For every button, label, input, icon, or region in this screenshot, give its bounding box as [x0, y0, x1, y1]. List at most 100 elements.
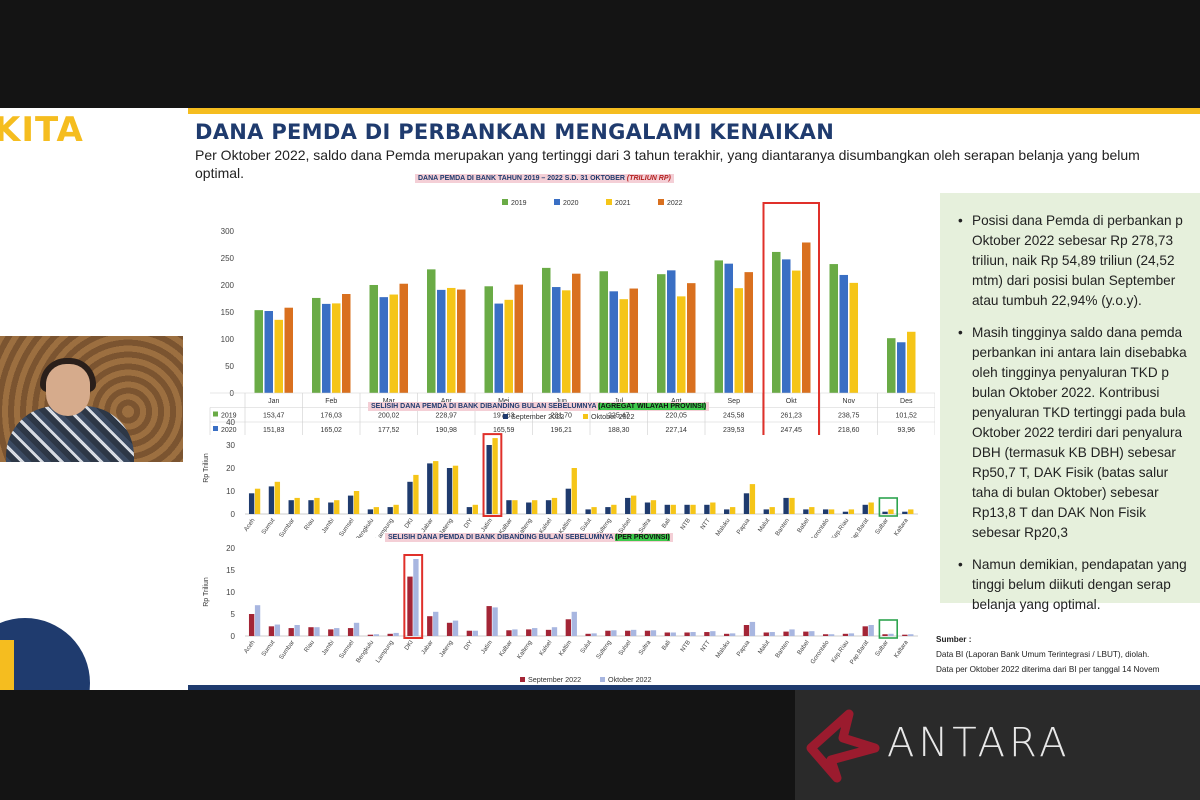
chart3-ytick-5: 5 — [231, 610, 236, 619]
chart3-bar-Bali-1 — [670, 632, 676, 636]
chart1-bar-Okt-2022 — [802, 242, 811, 393]
chart2-bar-Bengkulu-0 — [367, 509, 374, 514]
chart3-bar-Bengkulu-1 — [373, 634, 379, 636]
chart2-bar-Sulbar-1 — [888, 509, 894, 514]
chart3-ytick-0: 0 — [231, 632, 236, 641]
chart1-value-Jan-2020: 151,83 — [263, 427, 285, 434]
chart2-bar-Sulut-1 — [591, 507, 597, 514]
chart1-bar-Jun-2022 — [572, 273, 581, 393]
chart2-bar-Kalteng-1 — [532, 500, 538, 514]
chart3-bar-Malut-1 — [769, 632, 775, 636]
chart2-bar-Kaltara-0 — [902, 511, 908, 514]
chart3-bar-Aceh-0 — [248, 614, 255, 636]
chart1-bar-Des-2021 — [907, 331, 916, 393]
chart3-bar-Kalsel-1 — [551, 627, 558, 636]
chart1-legend-label-2020: 2020 — [563, 200, 579, 207]
chart3-category-Maluku: Maluku — [714, 639, 731, 660]
chart1-category-Nov: Nov — [843, 398, 856, 405]
info-box: Posisi dana Pemda di perbankan p Oktober… — [940, 193, 1200, 612]
chart3-category-Malut: Malut — [757, 639, 772, 656]
chart2-category-NTT: NTT — [699, 517, 712, 531]
chart1-title: DANA PEMDA DI BANK TAHUN 2019 – 2022 S.D… — [415, 174, 674, 183]
chart1-bar-Mar-2019 — [369, 284, 378, 393]
chart2-category-Aceh: Aceh — [243, 517, 257, 533]
chart1-bar-Okt-2020 — [782, 259, 791, 393]
chart1-category-Okt: Okt — [786, 398, 797, 405]
chart2-bar-Jambi-0 — [328, 502, 334, 514]
chart2-bar-Papua-0 — [743, 493, 750, 514]
slide-subtitle: Per Oktober 2022, saldo dana Pemda merup… — [195, 147, 1140, 181]
chart3-bar-Malut-0 — [763, 632, 769, 636]
chart3-bar-Kaltim-0 — [565, 619, 572, 636]
chart2-category-Bali: Bali — [661, 517, 673, 529]
chart2-bar-NTB-1 — [690, 504, 696, 514]
chart2-bar-Riau-1 — [314, 497, 320, 514]
chart1-bar-Agt-2019 — [657, 274, 666, 393]
chart3-bar-Kalbar-1 — [512, 629, 518, 636]
chart3-bar-Bengkulu-0 — [367, 634, 374, 636]
chart2-bar-Sulsel-0 — [625, 497, 631, 514]
chart2-ytick-10: 10 — [226, 487, 235, 496]
chart1-table-swatch-2020 — [213, 426, 218, 431]
corner-logo-accent — [0, 640, 14, 690]
chart1-ytick-250: 250 — [221, 254, 235, 263]
chart2-category-Jambi: Jambi — [321, 517, 336, 535]
chart3-bar-Kalsel-0 — [545, 629, 552, 636]
chart1-value-Nov-2020: 218,60 — [838, 427, 860, 434]
chart3-category-Jambi: Jambi — [321, 639, 336, 657]
chart2-ytick-30: 30 — [226, 441, 235, 450]
chart1-value-Jun-2020: 196,21 — [551, 427, 573, 434]
chart1-bar-Feb-2022 — [342, 294, 351, 393]
chart2-legend-swatch-1 — [583, 414, 588, 419]
chart2-bar-Jatim-0 — [486, 445, 492, 514]
chart3-bar-Riau-0 — [308, 627, 314, 636]
chart3-category-Sultra: Sultra — [637, 639, 652, 657]
chart3-bar-Gorontalo-0 — [822, 634, 829, 636]
chart3-bar-Maluku-0 — [724, 633, 730, 636]
chart2-bar-Riau-0 — [308, 500, 314, 514]
chart2-bar-Kalsel-1 — [551, 497, 558, 514]
chart3-bar-Kaltara-1 — [908, 634, 914, 636]
chart3-category-Kalteng: Kalteng — [516, 639, 534, 661]
chart1-category-Mar: Mar — [383, 398, 396, 405]
chart3-bar-Sultra-0 — [644, 630, 651, 636]
chart2-bar-Malut-1 — [769, 507, 775, 514]
chart3-category-Kalsel: Kalsel — [538, 639, 553, 657]
chart1-value-Agt-2020: 227,14 — [666, 427, 688, 434]
chart2-bar-Sumbar-1 — [294, 497, 300, 514]
chart2-title-text: SELISIH DANA PEMDA DI BANK DIBANDING BUL… — [371, 403, 597, 410]
chart1-bar-Agt-2020 — [667, 270, 676, 393]
chart1-bar-Jun-2019 — [542, 267, 551, 393]
source-note: Sumber : Data BI (Laporan Bank Umum Teri… — [936, 632, 1159, 677]
chart2-bar-Babel-0 — [803, 509, 809, 514]
chart1-bar-Mei-2019 — [484, 286, 493, 393]
chart3-ytick-15: 15 — [226, 566, 235, 575]
chart3-legend-label-1: Oktober 2022 — [608, 675, 652, 684]
chart1-legend-label-2019: 2019 — [511, 200, 527, 207]
chart2-bar-Maluku-1 — [729, 507, 736, 514]
chart2-category-Sumut: Sumut — [260, 517, 276, 536]
chart2-bar-Kaltara-1 — [908, 509, 914, 514]
chart3-bar-Gorontalo-1 — [828, 634, 835, 636]
chart3-category-DKI: DKI — [403, 639, 415, 652]
chart2-bar-Sulsel-1 — [630, 495, 637, 514]
chart1-category-Des: Des — [900, 398, 913, 405]
presentation-slide: KITA DANA PEMDA DI PERBANKAN MENGALAMI K… — [0, 108, 1200, 690]
chart1-legend-swatch-2021 — [606, 199, 612, 205]
chart2-category-Kep.Riau: Kep.Riau — [830, 517, 851, 538]
antara-logo-text: ANTARA — [887, 720, 1071, 766]
chart1-bar-Jun-2020 — [552, 287, 561, 393]
chart2-category-Papua: Papua — [735, 517, 751, 536]
chart2-bar-Kalbar-1 — [512, 500, 518, 514]
chart3-category-Kaltara: Kaltara — [893, 639, 910, 660]
chart3-bar-Jatim-0 — [486, 606, 492, 636]
chart1-value-Okt-2019: 261,23 — [781, 413, 803, 420]
chart3-bar-Jateng-1 — [452, 620, 459, 636]
chart1-value-Feb-2020: 165,02 — [321, 427, 343, 434]
speaker-webcam-feed — [0, 336, 183, 462]
chart2-bar-DIY-1 — [472, 504, 478, 514]
chart1-bar-Agt-2022 — [687, 283, 696, 393]
chart2-bar-Sumsel-1 — [353, 491, 360, 514]
chart1-bar-Jul-2021 — [619, 299, 628, 393]
